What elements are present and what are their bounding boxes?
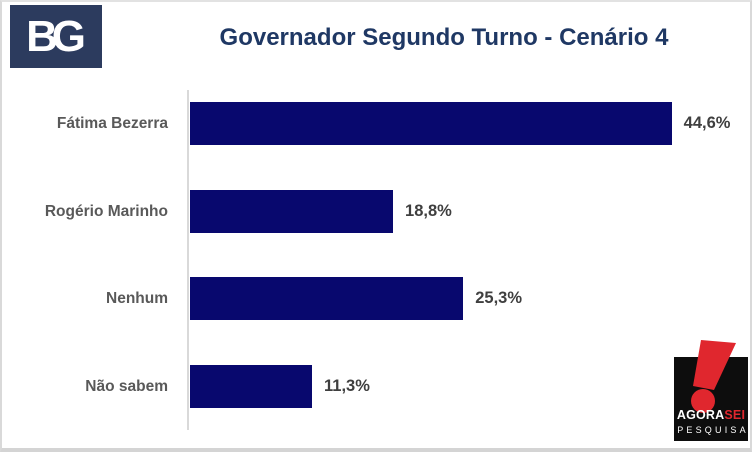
agorasei-word-pesquisa: PESQUISA: [677, 425, 749, 435]
bar-nenhum: [190, 277, 464, 320]
bar-row: Rogério Marinho 18,8%: [2, 190, 750, 233]
bar-row: Nenhum 25,3%: [2, 277, 750, 320]
category-label: Fátima Bezerra: [56, 115, 168, 132]
axis-line: [187, 90, 189, 430]
agorasei-word-agora: AGORA: [676, 408, 725, 422]
category-label: Não sabem: [85, 378, 168, 395]
bar-row: Não sabem 11,3%: [2, 365, 750, 408]
bar-rogerio-marinho: [190, 190, 394, 233]
bg-logo: BG: [10, 5, 102, 68]
bar-nao-sabem: [190, 365, 313, 408]
value-label: 11,3%: [324, 377, 370, 395]
category-label: Nenhum: [106, 290, 168, 307]
chart-title: Governador Segundo Turno - Cenário 4: [219, 24, 669, 51]
bar-fatima-bezerra: [190, 102, 672, 145]
agorasei-logo: AGORASEI PESQUISA: [672, 340, 749, 441]
agorasei-word-sei: SEI: [724, 408, 746, 422]
agorasei-wordmark: AGORASEI: [674, 408, 748, 423]
exclamation-icon: [691, 340, 736, 413]
value-label: 44,6%: [683, 114, 731, 132]
value-label: 25,3%: [475, 289, 523, 307]
category-label: Rogério Marinho: [44, 203, 168, 220]
bar-row: Fátima Bezerra 44,6%: [2, 102, 750, 145]
value-label: 18,8%: [405, 202, 452, 220]
bg-logo-text: BG: [26, 11, 86, 61]
